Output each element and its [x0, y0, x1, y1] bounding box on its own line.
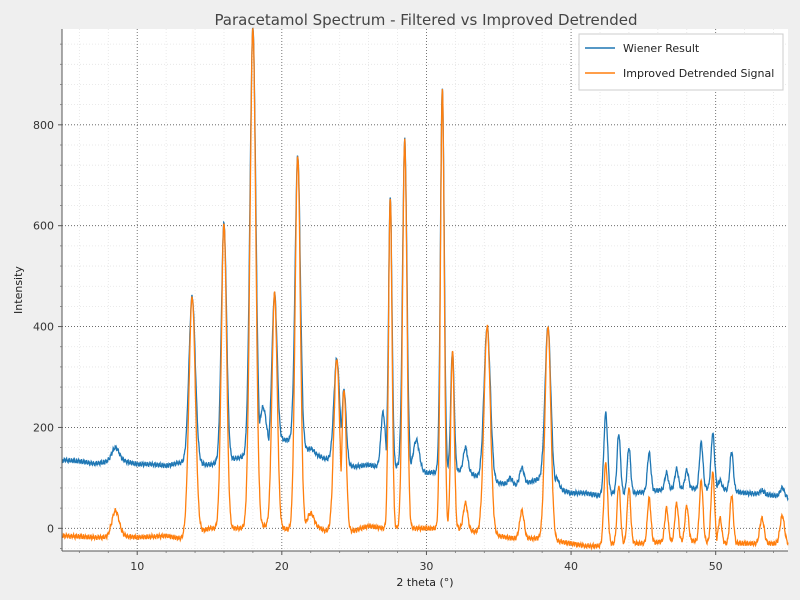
chart-title: Paracetamol Spectrum - Filtered vs Impro…	[214, 11, 637, 29]
y-tick-label: 200	[33, 421, 54, 434]
y-tick-label: 400	[33, 321, 54, 334]
x-tick-label: 50	[709, 560, 723, 573]
series-layer	[61, 27, 789, 551]
y-axis-label: Intensity	[12, 266, 25, 314]
x-tick-label: 20	[275, 560, 289, 573]
x-tick-label: 30	[419, 560, 433, 573]
x-ticks: 10 20 30 40 50	[78, 551, 774, 573]
y-tick-label: 800	[33, 119, 54, 132]
y-tick-label: 0	[47, 522, 54, 535]
y-ticks: 0 200 400 600 800	[33, 43, 62, 549]
x-tick-label: 10	[130, 560, 144, 573]
plot-area	[62, 29, 788, 551]
y-tick-label: 600	[33, 220, 54, 233]
x-tick-label: 40	[564, 560, 578, 573]
axes	[61, 29, 788, 552]
legend-label-detrended: Improved Detrended Signal	[623, 67, 774, 80]
series-line-wiener	[61, 27, 789, 502]
legend-box	[578, 33, 784, 91]
minor-grid	[62, 29, 788, 551]
legend: Wiener Result Improved Detrended Signal	[578, 33, 784, 91]
x-axis-label: 2 theta (°)	[396, 576, 453, 589]
series-line-detrended	[61, 27, 789, 551]
legend-label-wiener: Wiener Result	[623, 42, 700, 55]
